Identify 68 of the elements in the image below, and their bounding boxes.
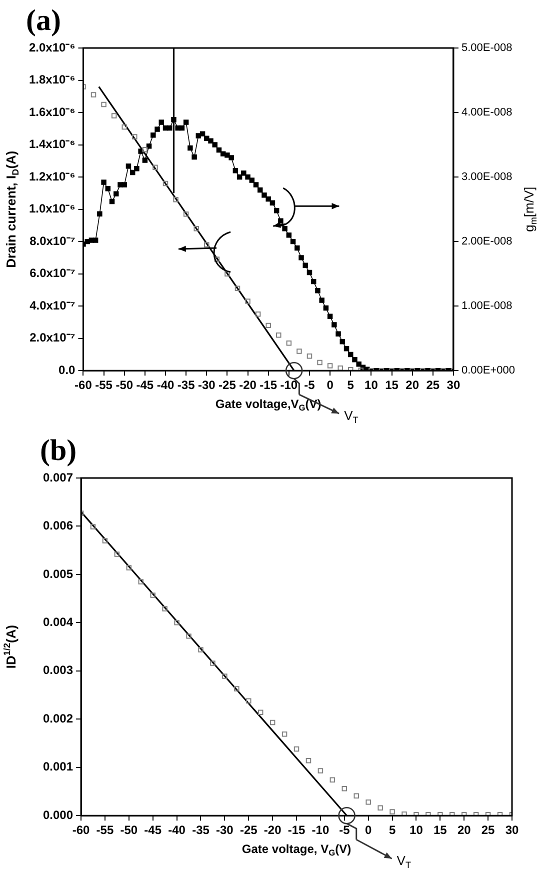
x-tick-label: 30 — [505, 823, 519, 838]
x-tick-label: -20 — [264, 823, 282, 838]
x-tick-label: -60 — [72, 823, 90, 838]
chart-title: (a) — [26, 4, 61, 37]
x-tick-label: -40 — [168, 823, 186, 838]
y-tick-label: 0.007 — [43, 470, 74, 484]
x-tick-label: -55 — [96, 823, 114, 838]
x-tick-label: 30 — [446, 378, 460, 392]
y2-tick-label: 1.00E-008 — [461, 300, 512, 312]
y2-tick-label: 4.00E-008 — [461, 106, 512, 119]
x-tick-label: -35 — [177, 378, 196, 392]
x-tick-label: -30 — [216, 823, 234, 838]
x-tick-label: 20 — [406, 378, 420, 392]
y-tick-label: 0.004 — [43, 615, 74, 629]
x-tick-label: -15 — [288, 823, 306, 838]
x-tick-label: -10 — [312, 823, 330, 838]
x-tick-label: 5 — [388, 823, 396, 838]
x-tick-label: 0 — [365, 823, 372, 838]
y-tick-label: 0.001 — [43, 760, 74, 774]
x-tick-label: 15 — [385, 378, 399, 392]
x-tick-label: 20 — [457, 823, 472, 838]
y-tick-label: 8.0x10⁻⁷ — [30, 234, 76, 248]
y-tick-label: 1.6x10⁻⁶ — [28, 104, 76, 119]
x-tick-label: -60 — [74, 378, 92, 392]
y2-tick-label: 5.00E-008 — [461, 42, 512, 54]
x-tick-label: 15 — [433, 823, 448, 838]
x-tick-label: -15 — [260, 378, 278, 392]
x-tick-label: -50 — [120, 823, 138, 838]
y-tick-label: 6.0x10⁻⁷ — [30, 266, 76, 280]
x-tick-label: -30 — [198, 378, 216, 392]
x-tick-label: -50 — [116, 378, 134, 392]
x-tick-label: -35 — [192, 823, 210, 838]
x-tick-label: -45 — [136, 378, 154, 392]
x-tick-label: -10 — [280, 378, 298, 392]
x-tick-label: 10 — [364, 378, 378, 392]
x-tick-label: 10 — [410, 823, 424, 838]
y-tick-label: 1.4x10⁻⁶ — [28, 137, 76, 152]
y2-axis-title: gm[m/V] — [522, 186, 538, 232]
y-tick-label: 1.2x10⁻⁶ — [28, 169, 76, 184]
x-tick-label: -5 — [304, 378, 316, 392]
y-tick-label: 2.0x10⁻⁷ — [30, 330, 76, 345]
x-tick-label: -55 — [95, 378, 113, 392]
y-tick-label: 1.8x10⁻⁶ — [28, 72, 76, 87]
y-tick-label: 0.003 — [43, 663, 74, 678]
y-tick-label: 4.0x10⁻⁷ — [30, 298, 76, 312]
x-tick-label: -20 — [239, 378, 257, 392]
y-tick-label: 2.0x10⁻⁶ — [28, 40, 76, 54]
x-tick-label: -45 — [144, 823, 162, 838]
y-axis-title: Drain current, ID(A) — [4, 150, 20, 268]
y-tick-label: 0.002 — [43, 711, 74, 726]
x-tick-label: 5 — [347, 378, 354, 392]
x-tick-label: -5 — [339, 823, 350, 838]
x-tick-label: 25 — [481, 823, 496, 838]
y-axis-title: ID1/2(A) — [2, 624, 19, 669]
chart-title: (b) — [40, 434, 77, 467]
y-tick-label: 0.000 — [43, 808, 74, 822]
y-tick-label: 0.006 — [43, 518, 74, 533]
y-tick-label: 0.0 — [58, 362, 76, 377]
x-tick-label: 0 — [326, 378, 334, 392]
x-tick-label: -25 — [218, 378, 236, 392]
x-tick-label: -25 — [240, 823, 258, 838]
x-tick-label: -40 — [156, 378, 175, 392]
y-tick-label: 1.0x10⁻⁶ — [28, 202, 76, 216]
y2-tick-label: 0.00E+000 — [461, 364, 516, 377]
y-tick-label: 0.005 — [43, 566, 74, 581]
x-tick-label: 25 — [426, 378, 440, 392]
y2-tick-label: 3.00E-008 — [461, 171, 512, 184]
y2-tick-label: 2.00E-008 — [461, 236, 512, 248]
